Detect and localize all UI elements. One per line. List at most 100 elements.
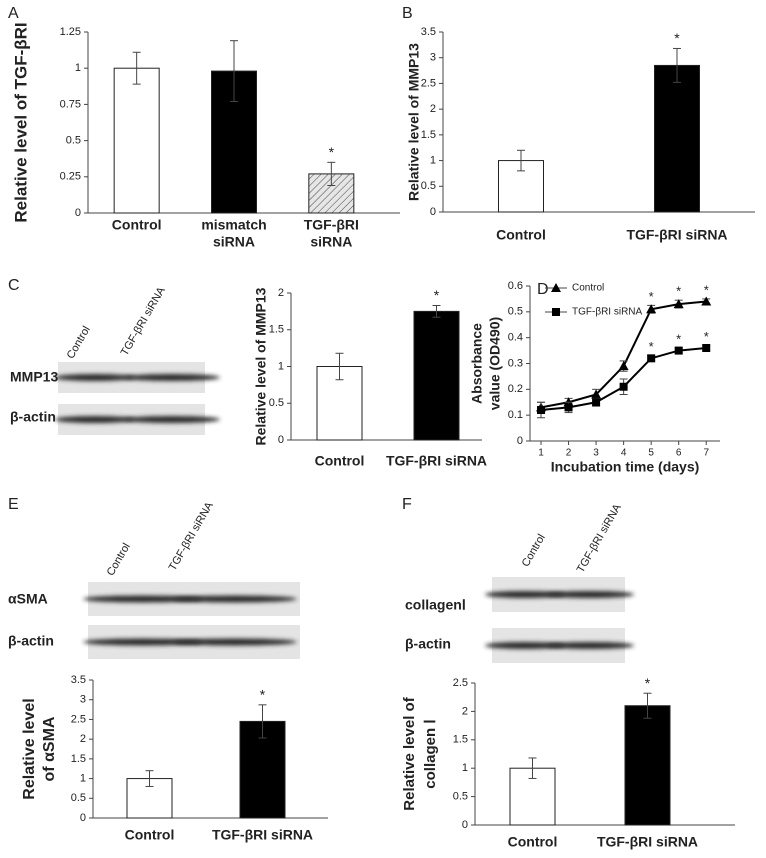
x-tick-label: Control <box>112 217 162 233</box>
marker <box>673 299 684 309</box>
y-axis-label: Relative level of TGF-βRI <box>11 22 30 222</box>
lane-label: Control <box>520 532 548 569</box>
error-bar <box>528 757 537 779</box>
y-tick-label: 0.4 <box>508 332 523 344</box>
row-label: collagenⅠ <box>405 597 466 613</box>
x-axis-label: Incubation time (days) <box>551 459 700 475</box>
error-bar <box>145 770 154 787</box>
y-axis-label: Relative level of MMP13 <box>406 43 422 201</box>
error-bar <box>230 40 238 103</box>
y-tick-label: 2 <box>80 733 86 745</box>
x-tick-label: 4 <box>621 448 627 459</box>
marker <box>592 398 601 407</box>
y-tick-label: 2 <box>430 103 436 115</box>
row-label: β-actin <box>8 633 54 649</box>
y-tick-label: 0 <box>80 812 86 824</box>
bar <box>509 767 556 826</box>
x-tick-label: siRNA <box>310 234 352 250</box>
y-tick-label: 0.3 <box>508 357 523 369</box>
marker <box>646 304 657 314</box>
y-tick-label: 1.5 <box>71 753 86 765</box>
panel-letter: E <box>8 496 19 513</box>
significance-label: * <box>676 331 681 346</box>
lane-label: TGF-βRI siRNA <box>167 500 216 573</box>
x-tick-label: TGF-βRI <box>304 217 359 233</box>
marker <box>537 406 546 414</box>
significance-label: * <box>329 144 335 160</box>
error-bar <box>132 51 141 85</box>
y-tick-label: 0.1 <box>508 409 523 421</box>
x-tick-label: Control <box>125 827 175 843</box>
y-tick-label: 0 <box>462 819 468 831</box>
blot-band <box>83 595 203 603</box>
y-tick-label: 2 <box>462 705 468 717</box>
row-label: β-actin <box>10 409 56 425</box>
marker <box>647 354 656 363</box>
significance-label: * <box>704 282 709 297</box>
y-tick-label: 1 <box>430 154 436 166</box>
blot-band <box>124 374 220 381</box>
y-axis-label: value (OD490) <box>487 317 503 410</box>
panel-letter: C <box>8 277 20 294</box>
x-tick-label: 3 <box>593 448 599 459</box>
blot-band <box>83 638 203 646</box>
y-tick-label: 2.5 <box>71 713 86 725</box>
y-tick-label: 0 <box>278 434 284 446</box>
blot-band <box>485 591 565 598</box>
y-tick-label: 3 <box>80 694 86 706</box>
y-tick-label: 2.5 <box>453 677 468 689</box>
x-tick-label: TGF-βRI siRNA <box>386 453 487 469</box>
y-tick-label: 0.5 <box>71 792 86 804</box>
significance-label: * <box>704 329 709 344</box>
y-tick-label: 0.5 <box>66 135 81 147</box>
x-tick-label: 2 <box>566 448 572 459</box>
x-tick-label: TGF-βRI siRNA <box>212 827 313 843</box>
x-tick-label: 6 <box>676 448 682 459</box>
marker <box>702 344 711 352</box>
y-tick-label: 3.5 <box>421 26 436 38</box>
blot-band <box>124 416 220 423</box>
y-axis-label: Absorbance <box>469 323 485 404</box>
x-tick-label: siRNA <box>213 234 255 250</box>
significance-label: * <box>645 675 651 691</box>
blot-band <box>55 416 135 423</box>
panel-letter: F <box>402 496 412 513</box>
error-bar <box>258 704 267 739</box>
row-label: MMP13 <box>10 369 58 385</box>
lane-label: Control <box>65 324 93 361</box>
lane-label: TGF-βRI siRNA <box>119 285 168 358</box>
x-tick-label: Control <box>508 834 558 850</box>
y-tick-label: 0 <box>517 435 523 447</box>
lane-label: Control <box>105 541 133 578</box>
error-bar <box>643 692 652 719</box>
bar <box>654 64 700 213</box>
legend-marker <box>551 283 561 292</box>
y-tick-label: 0.5 <box>508 306 523 318</box>
panel-letter: D <box>537 281 549 298</box>
y-axis-label: Relative level <box>21 698 38 799</box>
lane-label: TGF-βRI siRNA <box>575 502 624 575</box>
marker <box>619 382 628 391</box>
y-tick-label: 2 <box>278 287 284 299</box>
significance-label: * <box>260 687 266 703</box>
error-bar <box>673 47 681 83</box>
legend-label: TGF-βRI siRNA <box>572 307 643 318</box>
bar <box>413 310 460 441</box>
blot-band <box>485 642 565 649</box>
y-tick-label: 0.5 <box>453 791 468 803</box>
y-tick-label: 0 <box>430 206 436 218</box>
x-tick-label: mismatch <box>201 217 266 233</box>
y-tick-label: 3.5 <box>71 674 86 686</box>
y-tick-label: 0.2 <box>508 383 523 395</box>
y-tick-label: 1.5 <box>269 324 284 336</box>
x-tick-label: TGF-βRI siRNA <box>597 834 698 850</box>
legend-marker <box>552 308 560 316</box>
y-tick-label: 1 <box>278 360 284 372</box>
blot-band <box>546 591 634 598</box>
y-tick-label: 0.25 <box>60 171 81 183</box>
legend-label: Control <box>572 283 604 294</box>
y-tick-label: 1.5 <box>421 129 436 141</box>
y-tick-label: 1.5 <box>453 734 468 746</box>
y-tick-label: 1 <box>462 762 468 774</box>
